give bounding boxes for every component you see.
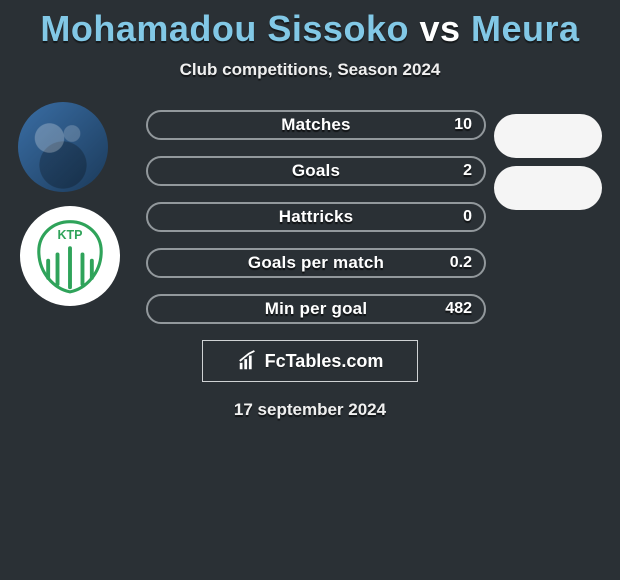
stat-label: Matches xyxy=(281,115,350,135)
stat-value-left: 2 xyxy=(463,162,472,180)
stat-row-goals: Goals 2 xyxy=(146,156,486,186)
stat-label: Goals xyxy=(292,161,340,181)
vs-text: vs xyxy=(419,8,460,49)
stat-label: Min per goal xyxy=(265,299,368,319)
stat-value-left: 0 xyxy=(463,208,472,226)
chart-icon xyxy=(237,350,259,372)
player2-avatar-placeholder-1 xyxy=(494,114,602,158)
stat-row-hattricks: Hattricks 0 xyxy=(146,202,486,232)
club-badge-icon: KTP xyxy=(31,217,109,295)
stat-row-mpg: Min per goal 482 xyxy=(146,294,486,324)
stat-value-left: 0.2 xyxy=(450,254,472,272)
player1-name: Mohamadou Sissoko xyxy=(40,8,409,49)
stat-row-matches: Matches 10 xyxy=(146,110,486,140)
subtitle: Club competitions, Season 2024 xyxy=(0,60,620,80)
stat-value-left: 10 xyxy=(454,116,472,134)
comparison-title: Mohamadou Sissoko vs Meura xyxy=(0,0,620,50)
player1-avatar xyxy=(18,102,108,192)
date-text: 17 september 2024 xyxy=(0,400,620,420)
club-badge: KTP xyxy=(20,206,120,306)
stat-bars: Matches 10 Goals 2 Hattricks 0 Goals per… xyxy=(146,110,486,324)
stat-label: Goals per match xyxy=(248,253,384,273)
player2-name: Meura xyxy=(471,8,580,49)
brand-text: FcTables.com xyxy=(265,351,384,372)
stat-row-gpm: Goals per match 0.2 xyxy=(146,248,486,278)
player2-avatar-placeholder-2 xyxy=(494,166,602,210)
content-area: KTP Matches 10 Goals 2 Hattricks 0 Goals… xyxy=(0,110,620,420)
stat-label: Hattricks xyxy=(279,207,354,227)
stat-value-left: 482 xyxy=(445,300,472,318)
brand-badge: FcTables.com xyxy=(202,340,418,382)
club-badge-text: KTP xyxy=(58,228,83,242)
